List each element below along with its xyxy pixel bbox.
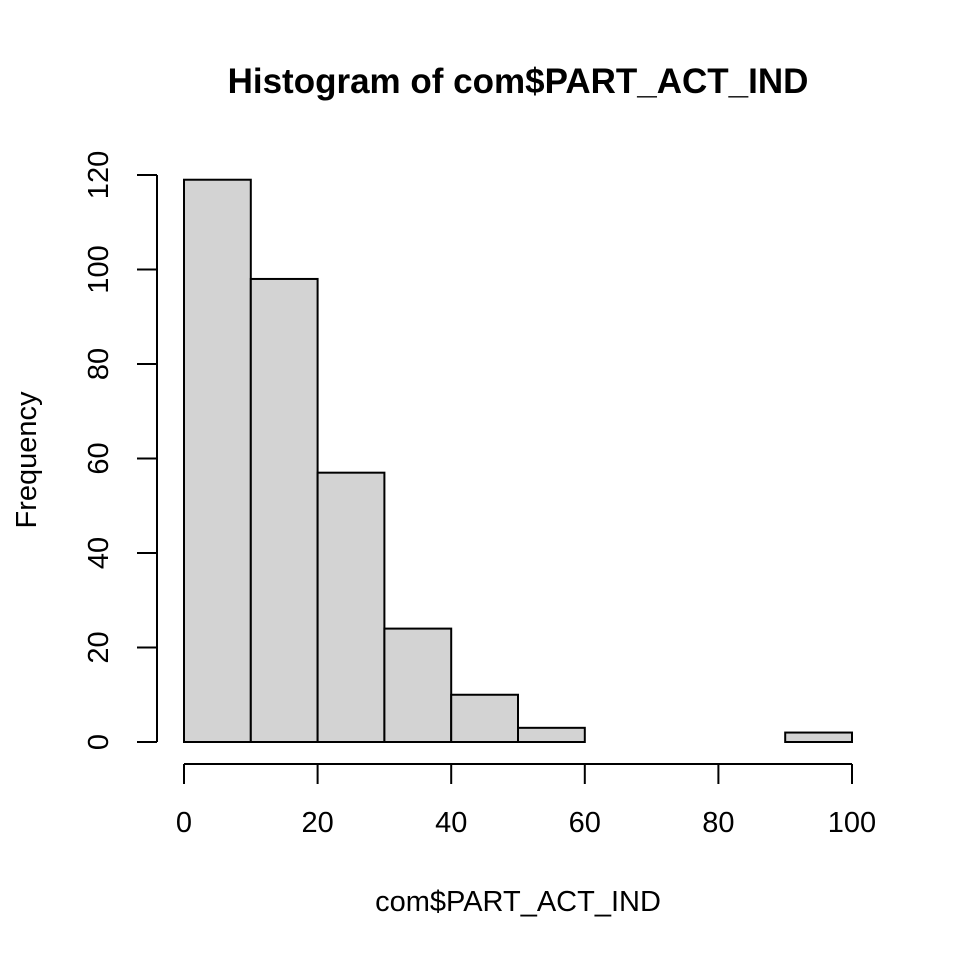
y-tick-label-100: 100 — [83, 245, 115, 293]
histogram-bar-1 — [249, 277, 319, 743]
bars-group — [183, 178, 854, 744]
y-tick-label-80: 80 — [83, 348, 115, 380]
x-tick-label-0: 0 — [176, 807, 192, 839]
x-axis: 0 20 40 60 80 100 — [176, 763, 876, 839]
y-tick-label-0: 0 — [83, 734, 115, 750]
y-tick-label-120: 120 — [83, 151, 115, 199]
histogram-bar-2 — [316, 471, 386, 743]
x-tick-label-100: 100 — [828, 807, 876, 839]
chart-title: Histogram of com$PART_ACT_IND — [228, 62, 809, 101]
x-tick-label-20: 20 — [301, 807, 333, 839]
y-tick-label-40: 40 — [83, 537, 115, 569]
histogram-bar-3 — [383, 627, 453, 743]
y-axis: 0 20 40 60 80 100 120 — [83, 151, 158, 750]
x-axis-label: com$PART_ACT_IND — [375, 886, 661, 918]
y-tick-label-60: 60 — [83, 442, 115, 474]
x-tick-label-60: 60 — [569, 807, 601, 839]
y-axis-label: Frequency — [11, 391, 43, 529]
y-tick-label-20: 20 — [83, 631, 115, 663]
histogram-bar-5 — [517, 726, 586, 744]
histogram-bar-0 — [183, 178, 252, 744]
x-tick-label-80: 80 — [702, 807, 734, 839]
x-tick-label-40: 40 — [435, 807, 467, 839]
histogram-bar-9 — [784, 731, 854, 743]
histogram-bar-4 — [450, 693, 520, 743]
